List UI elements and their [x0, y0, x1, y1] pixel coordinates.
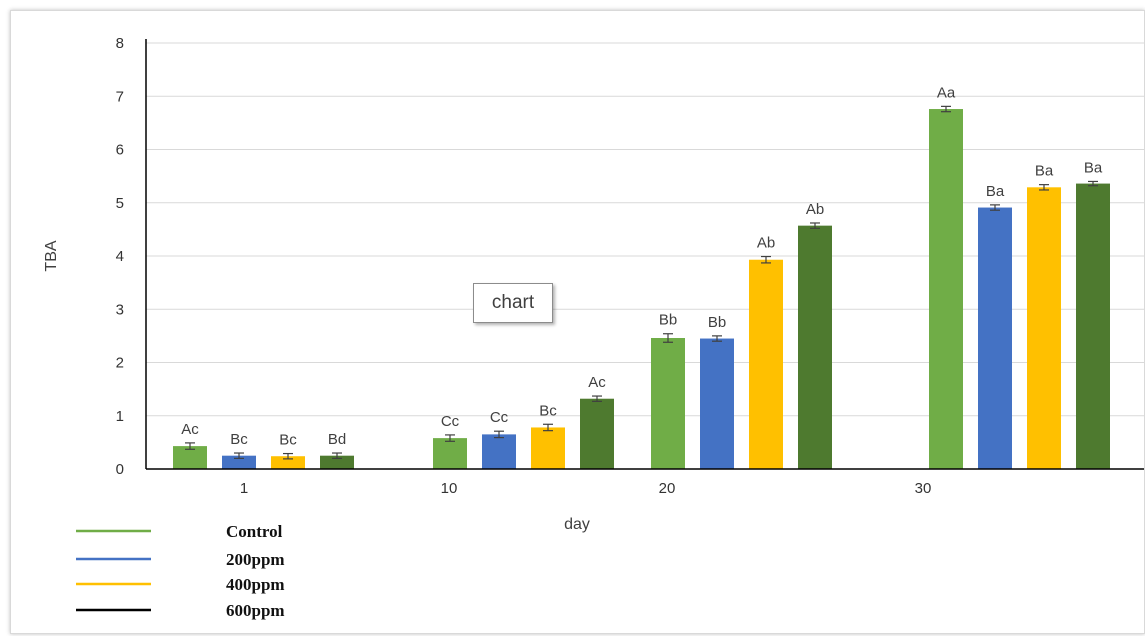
data-label-600ppm-day-1: Bd	[328, 431, 346, 448]
bar-600ppm-day-30	[1076, 183, 1110, 469]
x-tick-label-30: 30	[915, 480, 932, 497]
y-axis-title: TBA	[43, 240, 60, 271]
y-tick-label-2: 2	[116, 355, 124, 372]
data-label-600ppm-day-20: Ab	[806, 201, 824, 218]
axes: 0 1 2 3 4 5 6 7 8 1 10 20 30	[116, 35, 1144, 497]
bar-Control-day-30	[929, 109, 963, 469]
bar-Control-day-20	[651, 338, 685, 469]
legend-label-600ppm: 600ppm	[226, 601, 285, 620]
bar-600ppm-day-1	[320, 455, 354, 469]
x-tick-label-20: 20	[659, 480, 676, 497]
bar-400ppm-day-10	[531, 427, 565, 469]
y-tick-label-4: 4	[116, 248, 124, 265]
data-label-400ppm-day-20: Ab	[757, 235, 775, 252]
data-label-200ppm-day-10: Cc	[490, 409, 509, 426]
bar-200ppm-day-30	[978, 207, 1012, 470]
y-tick-label-6: 6	[116, 142, 124, 159]
y-tick-label-8: 8	[116, 35, 124, 52]
bar-400ppm-day-1	[271, 456, 305, 469]
bar-600ppm-day-20	[798, 225, 832, 469]
data-label-400ppm-day-1: Bc	[279, 432, 297, 449]
y-tick-label-3: 3	[116, 301, 124, 318]
chart-frame: 0 1 2 3 4 5 6 7 8 1 10 20 30 Ac Bc Bc Bd Cc Cc Bc Ac Bb Bb Ab A…	[10, 10, 1145, 634]
y-tick-label-1: 1	[116, 408, 124, 425]
y-tick-label-7: 7	[116, 88, 124, 105]
x-axis-title: day	[564, 516, 590, 533]
data-label-Control-day-20: Bb	[659, 312, 677, 329]
bar-400ppm-day-30	[1027, 187, 1061, 469]
data-label-200ppm-day-20: Bb	[708, 314, 726, 331]
legend-label-200ppm: 200ppm	[226, 550, 285, 569]
bars	[173, 105, 1110, 470]
data-label-400ppm-day-30: Ba	[1035, 163, 1054, 180]
y-tick-label-5: 5	[116, 195, 124, 212]
y-tick-label-0: 0	[116, 461, 124, 478]
x-tick-label-1: 1	[240, 480, 248, 497]
data-label-200ppm-day-30: Ba	[986, 183, 1005, 200]
bar-400ppm-day-20	[749, 259, 783, 469]
legend: Control 200ppm 400ppm 600ppm	[76, 522, 285, 620]
x-tick-label-10: 10	[441, 480, 458, 497]
chart-area-tooltip: chart	[473, 283, 553, 323]
bar-200ppm-day-20	[700, 338, 734, 469]
data-label-Control-day-10: Cc	[441, 413, 460, 430]
data-label-Control-day-30: Aa	[937, 84, 956, 101]
bar-Control-day-10	[433, 438, 467, 469]
data-label-200ppm-day-1: Bc	[230, 431, 248, 448]
data-label-600ppm-day-30: Ba	[1084, 159, 1103, 176]
bar-200ppm-day-10	[482, 434, 516, 469]
legend-label-Control: Control	[226, 522, 283, 541]
data-label-Control-day-1: Ac	[181, 421, 199, 438]
bar-Control-day-1	[173, 446, 207, 469]
data-labels: Ac Bc Bc Bd Cc Cc Bc Ac Bb Bb Ab Ab Aa Ba Ba Ba	[181, 84, 1103, 448]
gridlines	[146, 42, 1144, 417]
bar-200ppm-day-1	[222, 455, 256, 469]
legend-label-400ppm: 400ppm	[226, 575, 285, 594]
data-label-400ppm-day-10: Bc	[539, 402, 557, 419]
bar-600ppm-day-10	[580, 398, 614, 469]
data-label-600ppm-day-10: Ac	[588, 374, 606, 391]
